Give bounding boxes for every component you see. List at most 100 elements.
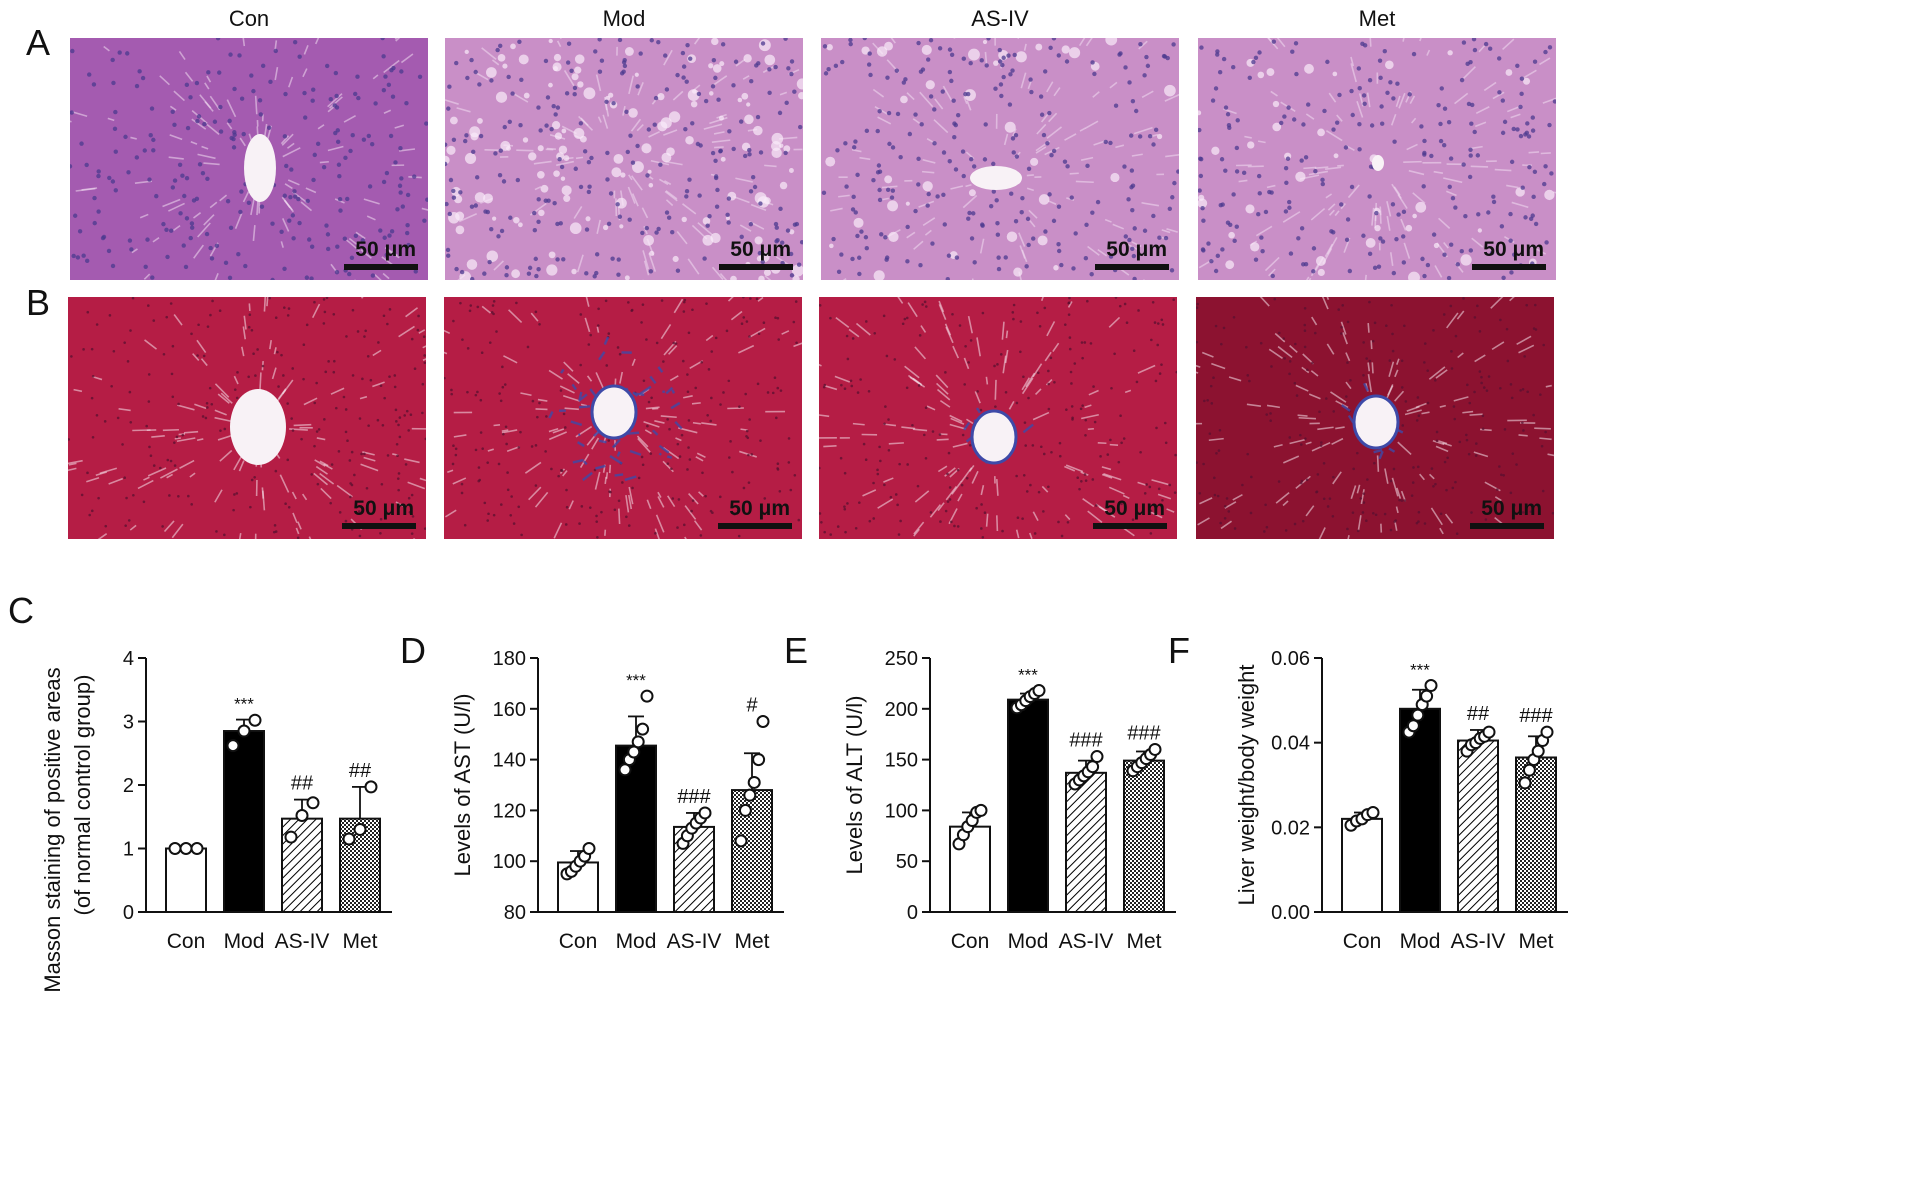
sinusoid-streak bbox=[568, 500, 574, 510]
nucleus bbox=[1015, 474, 1018, 478]
nucleus bbox=[1450, 350, 1453, 353]
y-axis-label-secondary: (of normal control group) bbox=[70, 675, 95, 916]
sinusoid-streak bbox=[971, 470, 979, 484]
nucleus bbox=[266, 125, 272, 130]
sinusoid-streak bbox=[178, 51, 186, 61]
nucleus bbox=[619, 71, 625, 76]
nucleus bbox=[1509, 491, 1513, 495]
lipid-vacuole bbox=[730, 275, 737, 280]
nucleus bbox=[202, 354, 206, 358]
nucleus bbox=[1552, 99, 1556, 104]
nucleus bbox=[555, 221, 560, 227]
lipid-vacuole bbox=[1164, 84, 1176, 97]
nucleus bbox=[543, 58, 549, 64]
sinusoid-streak bbox=[1080, 156, 1094, 161]
nucleus bbox=[747, 152, 752, 157]
nucleus bbox=[311, 87, 316, 92]
nucleus bbox=[836, 269, 842, 274]
y-tick-label: 160 bbox=[493, 699, 526, 721]
nucleus bbox=[627, 301, 630, 304]
nucleus bbox=[578, 121, 584, 126]
sinusoid-streak bbox=[637, 82, 644, 96]
nucleus bbox=[1361, 511, 1365, 514]
nucleus bbox=[1227, 510, 1231, 513]
nucleus bbox=[1114, 297, 1118, 299]
nucleus bbox=[445, 142, 448, 147]
nucleus bbox=[1367, 251, 1373, 257]
nucleus bbox=[309, 244, 315, 249]
sinusoid-streak bbox=[1027, 80, 1033, 90]
nucleus bbox=[545, 415, 548, 418]
nucleus bbox=[489, 78, 494, 83]
nucleus bbox=[202, 121, 207, 127]
nucleus bbox=[1501, 275, 1506, 280]
nucleus bbox=[1419, 124, 1424, 129]
nucleus bbox=[1347, 268, 1353, 274]
lipid-vacuole bbox=[1523, 77, 1531, 85]
bar-mod bbox=[1399, 707, 1441, 913]
nucleus bbox=[905, 386, 909, 390]
nucleus bbox=[1175, 370, 1177, 374]
sinusoid-streak bbox=[1328, 209, 1335, 216]
nucleus bbox=[68, 438, 71, 441]
nucleus bbox=[1508, 211, 1513, 217]
nucleus bbox=[956, 468, 960, 472]
nucleus bbox=[1045, 141, 1050, 146]
nucleus bbox=[1442, 252, 1447, 257]
sinusoid-streak bbox=[1165, 154, 1179, 158]
nucleus bbox=[337, 174, 342, 179]
nucleus bbox=[563, 426, 567, 429]
nucleus bbox=[381, 54, 386, 59]
sinusoid-streak bbox=[1103, 473, 1122, 481]
nucleus bbox=[1125, 321, 1129, 325]
lipid-vacuole bbox=[1038, 194, 1050, 205]
sinusoid-streak bbox=[937, 465, 948, 473]
sinusoid-streak bbox=[191, 118, 207, 130]
nucleus bbox=[727, 379, 731, 383]
nucleus bbox=[1547, 45, 1553, 50]
sinusoid-streak bbox=[383, 109, 392, 114]
nucleus bbox=[797, 518, 801, 522]
nucleus bbox=[947, 47, 953, 52]
nucleus bbox=[228, 52, 233, 57]
nucleus bbox=[951, 312, 954, 316]
sinusoid-streak bbox=[1552, 191, 1556, 194]
sinusoid-streak bbox=[693, 84, 701, 91]
sinusoid-streak bbox=[1410, 117, 1417, 124]
lipid-vacuole bbox=[537, 145, 544, 152]
nucleus bbox=[381, 87, 387, 93]
nucleus bbox=[1014, 154, 1020, 159]
nucleus bbox=[1378, 75, 1383, 81]
nucleus bbox=[1057, 520, 1060, 524]
data-point bbox=[1090, 750, 1104, 764]
nucleus bbox=[1287, 205, 1292, 210]
data-point bbox=[1522, 763, 1536, 777]
nucleus bbox=[749, 79, 754, 84]
collagen-fiber bbox=[629, 449, 642, 456]
sinusoid-streak bbox=[584, 317, 591, 333]
sinusoid-streak bbox=[1371, 207, 1375, 226]
nucleus bbox=[687, 177, 692, 182]
sinusoid-streak bbox=[1032, 363, 1043, 378]
nucleus bbox=[564, 523, 568, 526]
nucleus bbox=[384, 170, 390, 176]
collagen-fiber bbox=[560, 368, 565, 374]
sinusoid-streak bbox=[279, 474, 290, 493]
sinusoid-streak bbox=[636, 124, 644, 132]
nucleus bbox=[883, 235, 888, 240]
nucleus bbox=[1001, 55, 1006, 60]
nucleus bbox=[584, 227, 590, 232]
nucleus bbox=[672, 341, 676, 345]
y-tick-label: 140 bbox=[493, 750, 526, 772]
nucleus bbox=[1480, 381, 1483, 385]
lipid-vacuole bbox=[1317, 128, 1325, 137]
sinusoid-streak bbox=[501, 429, 509, 432]
lipid-vacuole bbox=[446, 145, 456, 155]
nucleus bbox=[512, 522, 516, 525]
nucleus bbox=[666, 462, 670, 465]
nucleus bbox=[747, 453, 750, 457]
nucleus bbox=[474, 448, 478, 452]
nucleus bbox=[707, 368, 711, 371]
sinusoid-streak bbox=[591, 437, 600, 450]
nucleus bbox=[538, 401, 541, 405]
